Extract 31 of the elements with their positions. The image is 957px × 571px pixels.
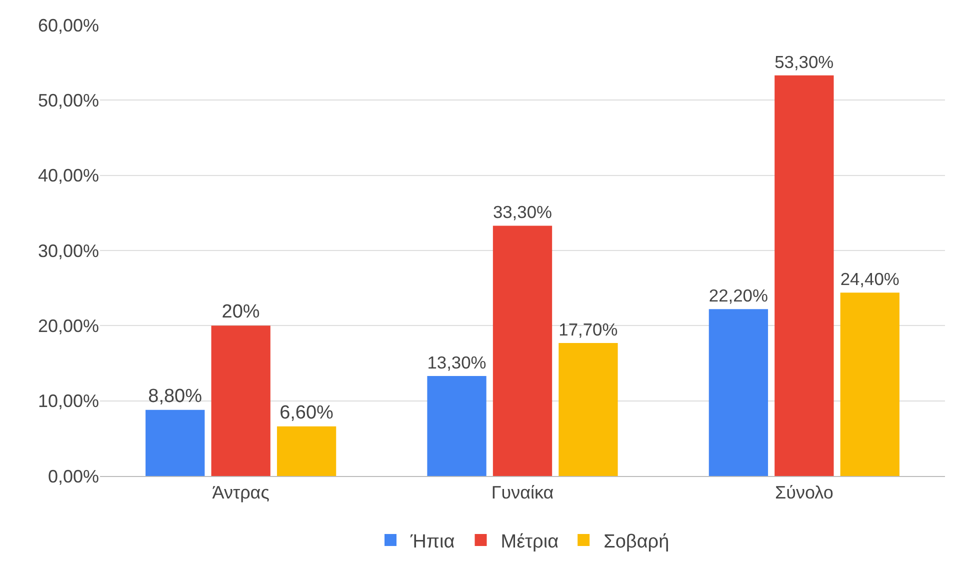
y-tick-label: 50,00% [38, 90, 99, 110]
bar [840, 292, 900, 476]
bar [558, 342, 618, 476]
y-tick-label: 20,00% [38, 316, 99, 336]
y-tick-label: 10,00% [38, 391, 99, 412]
y-tick-label: 30,00% [38, 240, 99, 261]
legend-label: Σοβαρή [604, 531, 670, 552]
data-label: 13,30% [427, 352, 486, 372]
data-label: 24,40% [840, 269, 900, 290]
data-label: 8,80% [148, 386, 202, 407]
bar [211, 326, 270, 476]
data-label: 17,70% [558, 319, 618, 340]
bar [146, 410, 205, 476]
x-tick-label: Γυναίκα [491, 482, 554, 503]
data-label: 33,30% [492, 202, 552, 222]
y-tick-label: 0,00% [48, 466, 99, 486]
data-label: 53,30% [774, 52, 834, 72]
data-label: 6,60% [280, 402, 334, 424]
bar [774, 75, 834, 476]
x-tick-label: Σύνολο [774, 482, 834, 503]
legend-label: Ήπια [410, 531, 455, 552]
bar [276, 426, 336, 476]
x-tick-label: Άντρας [212, 482, 270, 503]
bar [427, 376, 486, 476]
data-label: 22,20% [708, 286, 768, 306]
bar [492, 226, 552, 476]
bar [708, 309, 768, 476]
y-tick-label: 40,00% [38, 166, 99, 186]
data-label: 20% [222, 302, 260, 323]
legend-label: Μέτρια [500, 531, 559, 552]
y-tick-label: 60,00% [38, 15, 99, 36]
